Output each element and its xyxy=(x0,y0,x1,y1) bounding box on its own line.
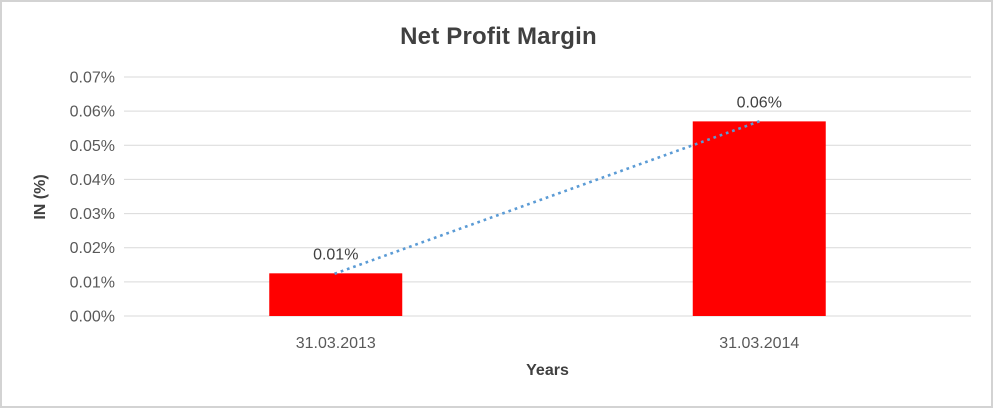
x-category-label: 31.03.2014 xyxy=(719,335,799,352)
trendline xyxy=(334,119,761,275)
y-tick-label: 0.02% xyxy=(70,240,115,257)
chart-title: Net Profit Margin xyxy=(400,23,597,50)
y-tick-label: 0.01% xyxy=(70,274,115,291)
y-tick-label: 0.06% xyxy=(70,104,115,121)
y-tick-label: 0.04% xyxy=(70,172,115,189)
bar xyxy=(692,121,826,316)
y-tick-label: 0.03% xyxy=(70,206,115,223)
y-tick-label: 0.07% xyxy=(70,70,115,87)
bar-data-label: 0.01% xyxy=(313,246,358,263)
bar-data-label: 0.06% xyxy=(737,94,782,111)
x-category-label: 31.03.2013 xyxy=(296,335,376,352)
bar xyxy=(269,273,403,316)
y-tick-label: 0.00% xyxy=(70,309,115,326)
y-tick-label: 0.05% xyxy=(70,138,115,155)
x-axis-title: Years xyxy=(526,362,569,379)
